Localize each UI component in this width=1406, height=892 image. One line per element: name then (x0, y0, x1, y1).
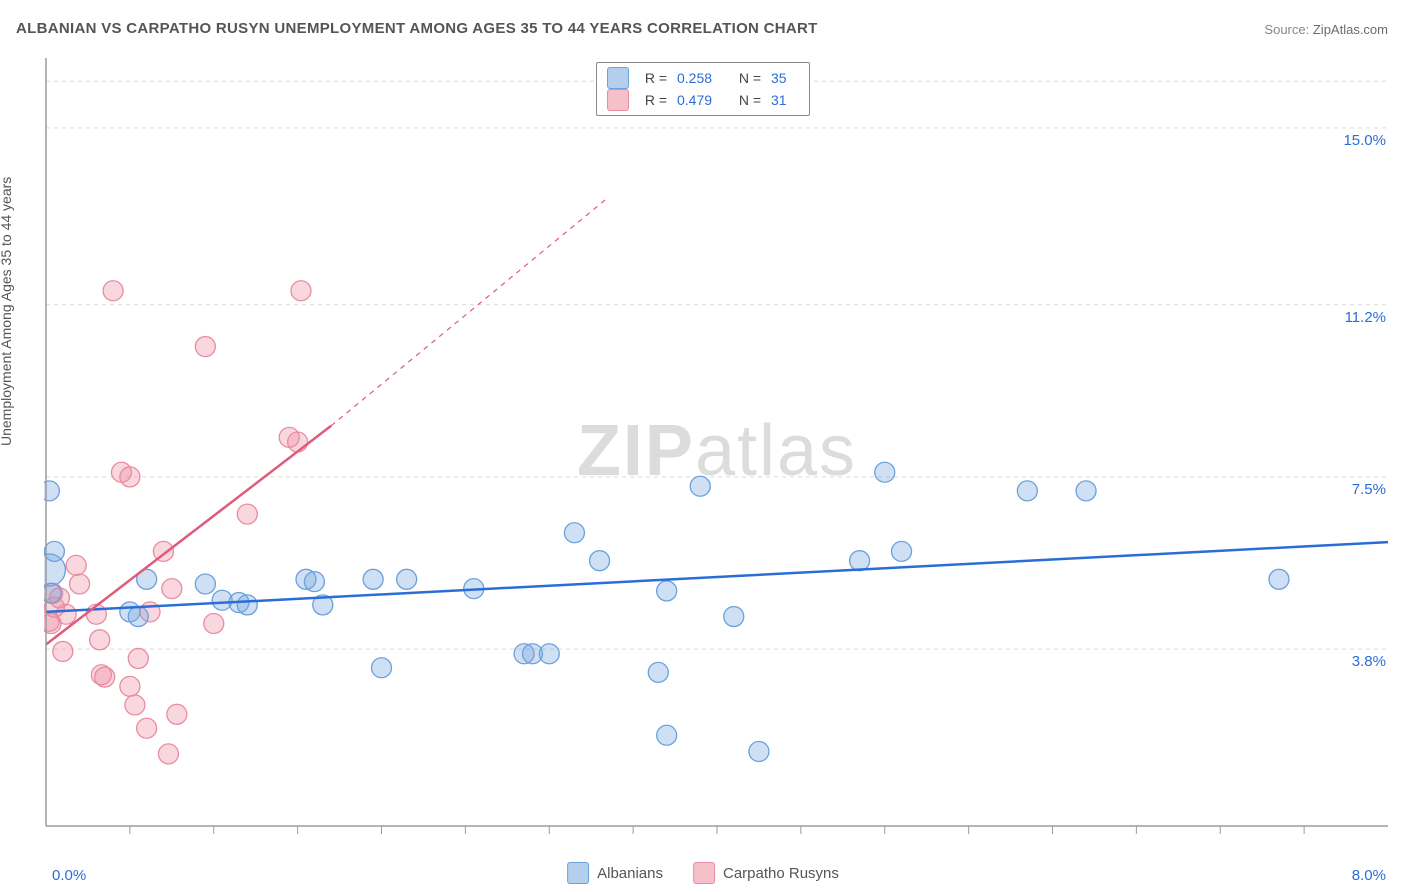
legend-label: Carpatho Rusyns (723, 865, 839, 882)
correlation-row-1: R = 0.479 N = 31 (607, 89, 799, 111)
legend-label: Albanians (597, 865, 663, 882)
legend-item-carpatho: Carpatho Rusyns (693, 862, 839, 884)
y-tick-label: 7.5% (1352, 481, 1386, 498)
chart-title: ALBANIAN VS CARPATHO RUSYN UNEMPLOYMENT … (16, 20, 818, 37)
legend-swatch-carpatho (607, 89, 629, 111)
correlation-row-0: R = 0.258 N = 35 (607, 67, 799, 89)
chart-container: ALBANIAN VS CARPATHO RUSYN UNEMPLOYMENT … (0, 0, 1406, 892)
r-value-1: 0.479 (677, 92, 727, 108)
x-axis-max-label: 8.0% (1352, 867, 1386, 884)
source-value: ZipAtlas.com (1313, 22, 1388, 37)
source-label: Source: (1264, 22, 1309, 37)
correlation-legend: R = 0.258 N = 35 R = 0.479 N = 31 (596, 62, 810, 116)
r-label: R = (639, 70, 667, 86)
series-legend: Albanians Carpatho Rusyns (567, 862, 839, 884)
legend-swatch-icon (567, 862, 589, 884)
y-axis-label: Unemployment Among Ages 35 to 44 years (0, 177, 14, 446)
y-tick-label: 15.0% (1343, 132, 1386, 149)
n-value-0: 35 (771, 70, 799, 86)
legend-swatch-icon (693, 862, 715, 884)
source-citation: Source: ZipAtlas.com (1264, 22, 1388, 37)
scatter-plot-svg (44, 50, 1390, 852)
plot-area: ZIPatlas (44, 50, 1390, 852)
x-axis-min-label: 0.0% (52, 867, 86, 884)
n-label: N = (737, 92, 761, 108)
y-tick-label: 3.8% (1352, 653, 1386, 670)
n-value-1: 31 (771, 92, 799, 108)
r-label: R = (639, 92, 667, 108)
n-label: N = (737, 70, 761, 86)
legend-swatch-albanians (607, 67, 629, 89)
r-value-0: 0.258 (677, 70, 727, 86)
y-tick-label: 11.2% (1345, 309, 1386, 326)
legend-item-albanians: Albanians (567, 862, 663, 884)
